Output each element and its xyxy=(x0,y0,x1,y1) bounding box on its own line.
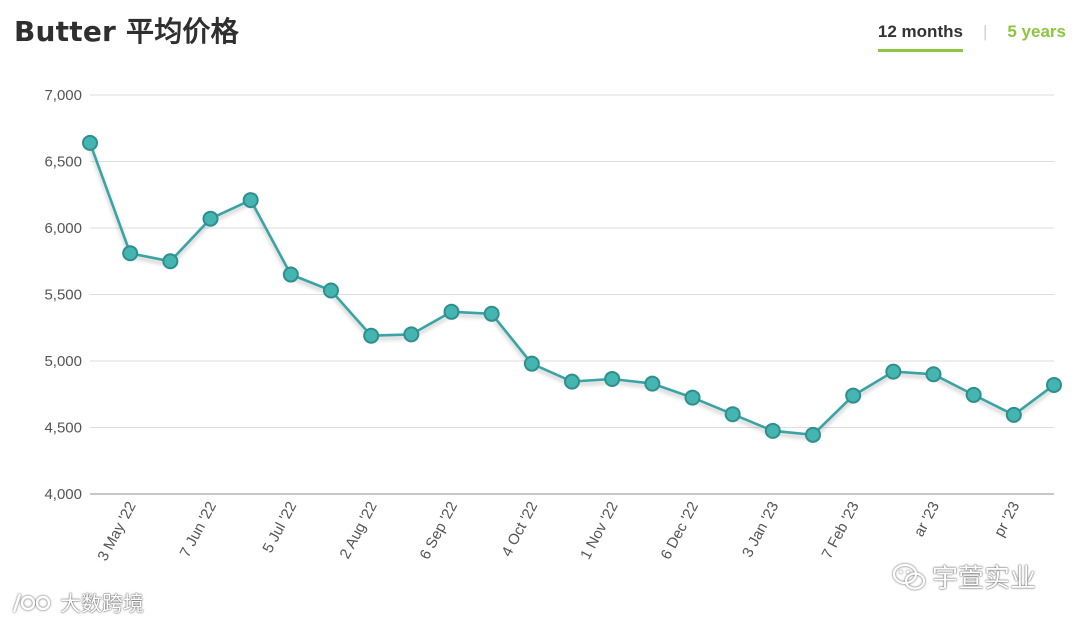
data-point[interactable] xyxy=(604,370,621,387)
data-point[interactable] xyxy=(122,245,139,262)
tab-12-months[interactable]: 12 months xyxy=(877,22,963,52)
brand-logo-icon xyxy=(12,593,51,613)
data-point[interactable] xyxy=(162,253,179,270)
data-point[interactable] xyxy=(684,389,701,406)
data-point[interactable] xyxy=(925,366,942,383)
page-title: Butter 平均价格 xyxy=(14,15,239,48)
data-point[interactable] xyxy=(82,134,98,151)
y-tick-label: 5,500 xyxy=(44,287,82,304)
x-tick-label: 3 May '22 xyxy=(94,499,139,564)
x-tick-label: 7 Feb '23 xyxy=(819,499,863,562)
data-point[interactable] xyxy=(403,326,420,343)
data-point[interactable] xyxy=(845,387,862,404)
data-point[interactable] xyxy=(443,303,460,320)
data-point[interactable] xyxy=(1005,406,1022,423)
data-point[interactable] xyxy=(523,355,540,372)
watermark-left-text: 大数跨境 xyxy=(60,592,144,616)
data-point[interactable] xyxy=(965,386,982,403)
x-tick-label: 4 Oct '22 xyxy=(498,499,541,560)
y-tick-label: 6,500 xyxy=(44,154,82,171)
grid-lines xyxy=(90,94,1054,495)
x-tick-label: 6 Sep '22 xyxy=(416,499,461,563)
y-tick-label: 4,000 xyxy=(44,486,82,503)
y-tick-label: 7,000 xyxy=(44,87,82,104)
x-tick-label: ar '23 xyxy=(911,499,943,540)
data-point[interactable] xyxy=(564,373,580,390)
data-point[interactable] xyxy=(724,406,741,423)
data-point[interactable] xyxy=(764,422,781,439)
x-tick-label: 1 Nov '22 xyxy=(577,499,622,563)
x-tick-label: 5 Jul '22 xyxy=(259,499,300,556)
x-tick-label: 2 Aug '22 xyxy=(337,499,381,562)
x-tick-label: 3 Jan '23 xyxy=(739,499,782,560)
watermark-left: 大数跨境 xyxy=(10,588,144,618)
data-point[interactable] xyxy=(363,327,380,344)
period-tabs: 12 months | 5 years xyxy=(877,22,1066,52)
wechat-icon xyxy=(892,563,926,590)
data-point[interactable] xyxy=(1046,376,1062,393)
y-tick-label: 6,000 xyxy=(44,220,82,237)
series-line xyxy=(88,142,1055,437)
y-tick-label: 5,000 xyxy=(44,353,82,370)
data-point[interactable] xyxy=(885,363,902,380)
x-tick-label: pr '23 xyxy=(991,499,1023,540)
data-point[interactable] xyxy=(282,266,299,283)
x-tick-label: 6 Dec '22 xyxy=(657,499,702,563)
data-point[interactable] xyxy=(805,426,821,443)
data-point[interactable] xyxy=(242,192,259,209)
watermark-right-text: 宇萱实业 xyxy=(932,564,1037,594)
data-point[interactable] xyxy=(483,305,500,322)
tab-divider: | xyxy=(982,22,988,41)
x-axis-tick-labels: 3 May '22 7 Jun '22 5 Jul '22 2 Aug '22 6 Se… xyxy=(94,499,1023,564)
x-tick-label: 7 Jun '22 xyxy=(177,499,220,560)
data-point[interactable] xyxy=(323,282,339,299)
price-series xyxy=(82,134,1062,443)
data-point[interactable] xyxy=(644,375,661,392)
tab-5-years[interactable]: 5 years xyxy=(1007,22,1066,41)
watermark-right: 宇萱实业 xyxy=(892,558,1036,595)
y-axis-tick-labels: 4,000 4,500 5,000 5,500 6,000 6,500 7,000 xyxy=(44,87,82,503)
y-tick-label: 4,500 xyxy=(44,420,82,437)
data-point[interactable] xyxy=(202,210,219,227)
